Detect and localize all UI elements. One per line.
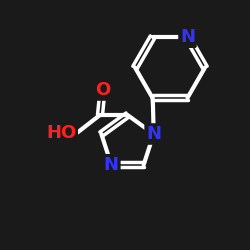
Text: N: N: [180, 28, 195, 46]
Text: HO: HO: [46, 124, 76, 142]
Text: N: N: [104, 156, 119, 174]
Text: O: O: [95, 81, 110, 99]
Text: N: N: [146, 125, 161, 143]
